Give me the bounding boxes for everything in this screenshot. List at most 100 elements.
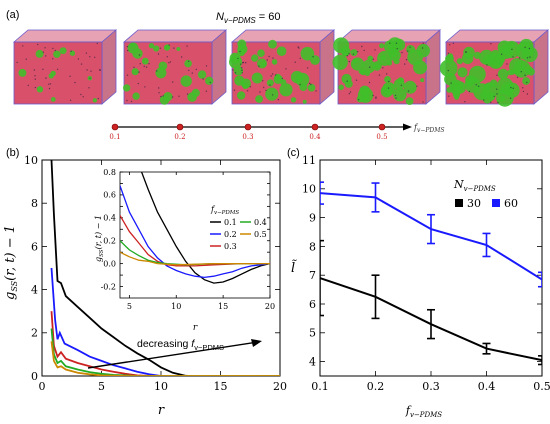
green-domain (405, 97, 414, 105)
panel-c-legend-title-sub: v−PDMS (464, 185, 496, 193)
green-domain (302, 99, 307, 104)
green-domain (456, 58, 463, 65)
speckle (526, 57, 529, 59)
morphology-cubes (12, 29, 550, 107)
speckle (127, 49, 129, 52)
y-tick-label: 6 (309, 298, 316, 311)
speckle (308, 82, 311, 85)
speckle (520, 71, 522, 73)
speckle (357, 99, 360, 101)
speckle (52, 58, 54, 60)
speckle (387, 87, 390, 89)
speckle (368, 81, 371, 84)
speckle (49, 83, 52, 85)
cube-side-face (211, 29, 227, 105)
speckle (375, 97, 377, 99)
speckle (477, 85, 480, 88)
panel-c-ylabel: l̃ (291, 259, 297, 276)
speckle (168, 62, 170, 64)
speckle (306, 67, 309, 69)
speckle (493, 95, 495, 98)
decreasing-annotation-sym: f (191, 338, 195, 350)
speckle (187, 60, 190, 62)
cube-top-face (444, 29, 550, 43)
green-domain (18, 68, 27, 77)
green-domain (361, 59, 376, 74)
green-domain (141, 57, 149, 65)
speckle (268, 55, 270, 58)
speckle (205, 90, 208, 92)
speckle (389, 42, 391, 44)
green-domain (498, 95, 506, 102)
x-tick-label: 15 (218, 302, 228, 311)
green-domain (413, 60, 428, 75)
green-domain (466, 81, 473, 88)
speckle (447, 52, 450, 54)
speckle (448, 95, 450, 97)
green-domain (332, 54, 348, 70)
green-domain (420, 78, 425, 83)
speckle (246, 90, 249, 92)
green-domain (509, 58, 526, 75)
panel-c-series (320, 181, 542, 366)
y-tick-label: -0.2 (101, 282, 116, 291)
speckle (180, 56, 183, 58)
speckle (96, 42, 99, 45)
speckle (496, 88, 498, 90)
speckle (352, 53, 355, 55)
cube-top-face (336, 29, 442, 43)
green-domain (445, 54, 454, 64)
green-domain (495, 53, 506, 64)
decreasing-arrow-line (87, 341, 259, 369)
speckle (378, 74, 381, 76)
speckle (133, 66, 135, 69)
speckle (524, 46, 526, 48)
speckle (299, 83, 301, 86)
speckle (89, 77, 91, 79)
speckle (522, 90, 525, 93)
green-domain (205, 76, 214, 86)
decreasing-annotation-text: decreasing (137, 338, 191, 350)
speckle (94, 56, 96, 58)
speckle (509, 97, 512, 99)
panel-c-xlabel: fv−PDMS (405, 404, 442, 419)
speckle (486, 64, 488, 66)
y-tick-label: 5 (309, 327, 316, 340)
speckle (355, 79, 358, 81)
panel-c-axes: 0.1 0.2 0.3 0.4 0.5 4 5 6 7 8 9 10 11 (302, 154, 550, 393)
green-domain (159, 95, 170, 105)
y-tick-label: 8 (31, 197, 38, 210)
speckle (159, 47, 162, 49)
legend-swatch-N30 (455, 199, 463, 207)
green-domain (486, 92, 496, 101)
green-domain (237, 91, 246, 100)
speckle (54, 49, 56, 52)
green-domain (498, 89, 504, 95)
green-domain (184, 59, 192, 68)
legend-entry-N30: 30 (467, 197, 481, 210)
speckle (249, 86, 251, 88)
fraction-tick-label: 0.5 (376, 133, 387, 141)
cube-top-face (12, 29, 118, 43)
fraction-arrow-ticks: 0.1 0.2 0.3 0.4 0.5 (109, 123, 388, 141)
panel-a-label: (a) (6, 9, 19, 21)
speckle (148, 63, 150, 65)
x-tick-label: 10 (171, 302, 181, 311)
green-domain (35, 49, 44, 58)
y-tick-label: 0.2 (103, 237, 116, 246)
green-domain (484, 82, 492, 90)
green-domain (469, 65, 486, 83)
y-tick-label: 6 (31, 240, 38, 253)
speckle (407, 90, 410, 92)
speckle (126, 99, 128, 102)
green-domain (380, 85, 394, 98)
speckle (158, 87, 160, 89)
x-tick-label: 0 (39, 380, 46, 393)
green-domain (176, 47, 181, 51)
panel-b-xlabel: r (158, 403, 165, 418)
green-domain (463, 46, 475, 59)
speckle (312, 56, 314, 58)
speckle (232, 69, 234, 71)
fraction-tick-label: 0.1 (109, 133, 120, 141)
speckle (166, 56, 168, 58)
